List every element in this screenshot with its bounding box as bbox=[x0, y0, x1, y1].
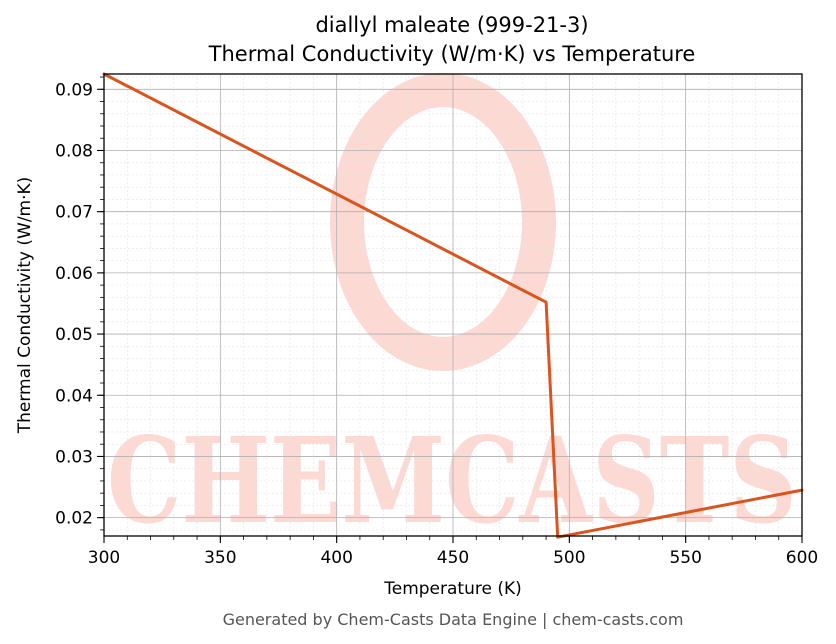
chart-subtitle: Thermal Conductivity (W/m·K) vs Temperat… bbox=[208, 42, 696, 66]
x-tick-label: 450 bbox=[437, 548, 469, 568]
footer-credit: Generated by Chem-Casts Data Engine | ch… bbox=[223, 610, 684, 629]
axis-ticks: 300 350 400 450 500 550 600 0.02 0.03 0.04 0.05 0.0… bbox=[55, 76, 818, 568]
y-tick-label: 0.03 bbox=[55, 447, 93, 467]
x-tick-label: 300 bbox=[88, 548, 120, 568]
y-tick-label: 0.08 bbox=[55, 141, 93, 161]
series-layer bbox=[102, 72, 804, 539]
y-tick-label: 0.09 bbox=[55, 80, 93, 100]
chemcasts-watermark: CHEMCASTS bbox=[107, 73, 797, 550]
series-line-0 bbox=[102, 72, 804, 539]
chart-title: diallyl maleate (999-21-3) bbox=[315, 13, 588, 37]
major-grid bbox=[103, 74, 803, 536]
watermark-text: CHEMCASTS bbox=[107, 411, 797, 550]
x-tick-label: 500 bbox=[553, 548, 585, 568]
watermark-logo-ring bbox=[330, 73, 556, 371]
y-tick-label: 0.05 bbox=[55, 325, 93, 345]
x-axis-label: Temperature (K) bbox=[383, 579, 522, 599]
x-tick-label: 600 bbox=[786, 548, 818, 568]
y-tick-label: 0.07 bbox=[55, 203, 93, 223]
y-axis-label: Thermal Conductivity (W/m·K) bbox=[15, 177, 35, 435]
x-tick-label: 350 bbox=[204, 548, 236, 568]
x-tick-label: 550 bbox=[669, 548, 701, 568]
y-tick-label: 0.02 bbox=[55, 509, 93, 529]
y-tick-label: 0.06 bbox=[55, 264, 93, 284]
y-tick-label: 0.04 bbox=[55, 386, 93, 406]
x-tick-label: 400 bbox=[320, 548, 352, 568]
